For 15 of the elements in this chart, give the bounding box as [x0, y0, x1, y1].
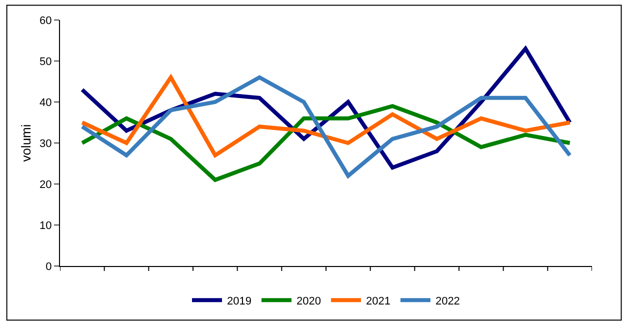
- y-tick-label: 30: [40, 138, 52, 150]
- y-tick-label: 0: [46, 260, 52, 273]
- legend-label: 2019: [227, 295, 252, 308]
- y-axis-title: volumi: [18, 124, 34, 162]
- line-series: [80, 75, 572, 178]
- line-series: [80, 104, 572, 182]
- legend-label: 2022: [435, 295, 460, 308]
- y-tick-label: 40: [40, 96, 52, 109]
- legend-label: 2021: [366, 295, 390, 308]
- y-tick-label: 20: [40, 178, 52, 191]
- legend-label: 2020: [296, 295, 321, 308]
- y-tick-label: 10: [40, 220, 52, 232]
- y-tick-label: 50: [40, 56, 52, 68]
- y-tick-label: 60: [40, 14, 52, 27]
- line-series: [80, 75, 572, 158]
